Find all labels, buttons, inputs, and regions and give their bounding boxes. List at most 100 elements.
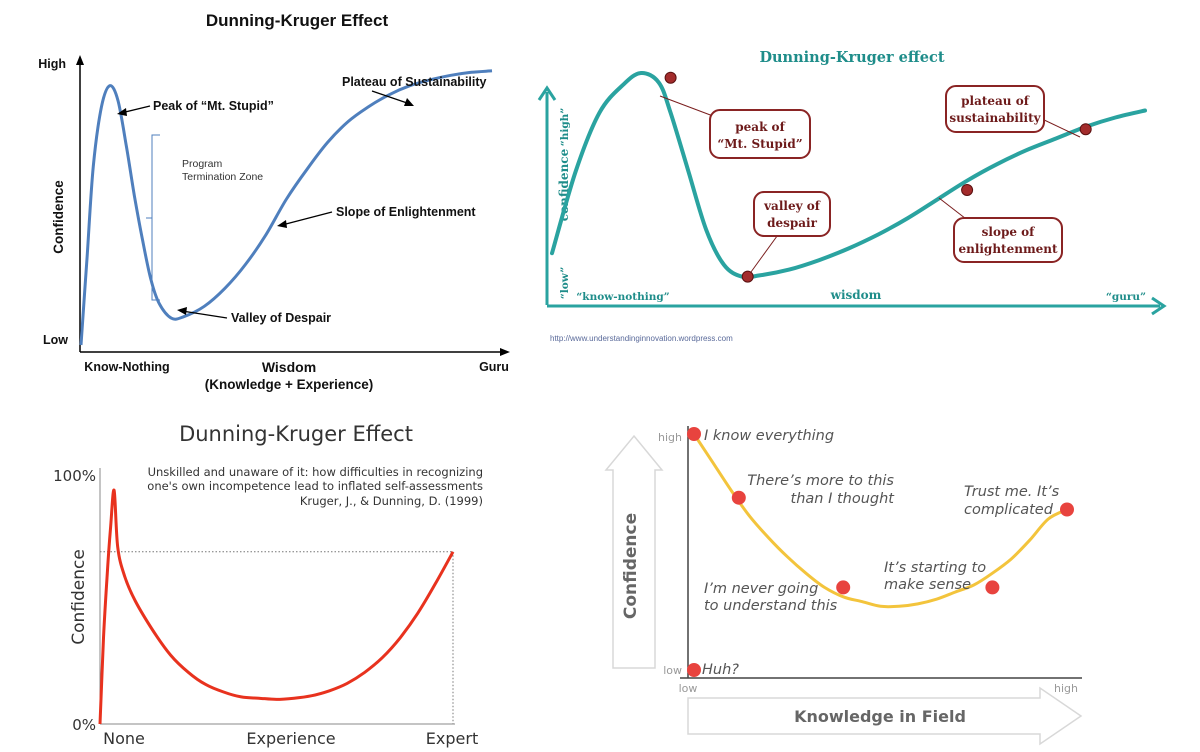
chart-4-label-more-line2: than I thought [791,491,896,507]
chart-2-y-tick-low: “low” [559,267,571,300]
chart-2-label-peak: peak of “Mt. Stupid” [659,95,811,159]
chart-4-label-huh: Huh? [702,662,739,678]
chart-3-subtitle-line2: one's own incompetence lead to inflated … [147,479,483,493]
chart-2-label-peak-line1: peak of [735,120,785,134]
chart-2-label-plateau-line2: sustainability [949,111,1041,125]
chart-1-arrowhead-icon [277,220,287,228]
chart-2-label-slope-box [953,217,1063,263]
chart-4-series-line [692,433,1068,609]
chart-panel-3: Dunning-Kruger Effect Unskilled and unaw… [0,400,600,752]
chart-2-source-link[interactable]: http://www.understandinginnovation.wordp… [550,334,733,343]
chart-1-svg: Dunning-Kruger Effect High Low Know-Noth… [38,11,510,392]
chart-2-label-valley-leader [750,231,781,273]
chart-4-label-trust-line1: Trust me. It’s [964,484,1060,500]
chart-3-y-label: Confidence [69,549,89,645]
chart-2-label-valley-line1: valley of [763,199,821,213]
chart-1-annotation-slope-arrow [281,211,333,226]
chart-1-arrowhead-icon [404,98,414,106]
chart-panel-2: Dunning-Kruger effect “high” confidence … [530,0,1200,400]
chart-2-points [664,71,1092,283]
chart-3-x-tick-none: None [103,729,145,748]
chart-1-annotation-valley-arrow [181,310,228,319]
chart-1-arrowhead-icon [177,307,187,315]
chart-1-annotation-program: Program [182,158,223,170]
chart-3-x-tick-experience: Experience [246,729,335,748]
chart-4-label-trust-line2: complicated [964,502,1054,518]
chart-4-x-tick-high: high [1054,682,1078,695]
chart-2-label-plateau-line1: plateau of [961,94,1030,108]
chart-2-point-2 [961,184,974,196]
chart-4-y-tick-high: high [658,431,682,444]
chart-4-point-3 [836,580,851,595]
chart-4-label-sense-line2: make sense [884,577,971,593]
chart-3-subtitle-line1: Unskilled and unaware of it: how difficu… [148,465,483,479]
chart-2-title: Dunning-Kruger effect [759,49,944,66]
chart-2-label-plateau: plateau of sustainability [945,85,1081,138]
chart-2-x-tick-know-nothing: “know-nothing” [576,291,669,303]
chart-4-point-0 [687,663,701,677]
chart-4-points [687,427,1074,677]
chart-2-y-arrow-icon [537,85,557,101]
chart-2-label-plateau-box [945,85,1045,133]
chart-2-label-valley-box [753,191,831,237]
chart-2-svg: Dunning-Kruger effect “high” confidence … [537,49,1167,343]
chart-2-x-arrow-icon [1151,296,1167,316]
chart-2-x-label: wisdom [830,288,882,302]
chart-2-label-slope-line2: enlightenment [958,242,1058,256]
chart-1-annotation-termination-zone: Termination Zone [182,171,263,183]
chart-3-title: Dunning-Kruger Effect [179,422,413,446]
chart-4-y-big-arrow-icon [604,434,664,669]
chart-3-x-tick-expert: Expert [426,729,478,748]
chart-4-point-5 [1060,502,1074,517]
chart-1-y-label: Confidence [51,180,66,254]
chart-1-x-tick-know-nothing: Know-Nothing [84,360,169,374]
chart-1-series-line [79,69,493,346]
chart-2-y-tick-high: “high” [559,108,571,147]
chart-4-svg: Confidence Knowledge in Field high low l… [604,426,1083,746]
chart-2-series-line [550,70,1147,280]
chart-1-annotation-peak: Peak of “Mt. Stupid” [153,99,274,113]
chart-2-point-0 [664,71,677,84]
chart-1-annotation-plateau: Plateau of Sustainability [342,75,487,89]
chart-1-bracket [146,134,160,301]
chart-1-y-tick-high: High [38,57,66,71]
chart-4-y-tick-low: low [663,664,682,677]
chart-2-label-slope-line1: slope of [982,225,1036,239]
chart-4-label-know-everything: I know everything [704,428,834,444]
chart-2-label-valley: valley of despair [750,191,831,273]
chart-1-x-arrow-icon [500,348,510,356]
chart-4-x-tick-low: low [679,682,698,695]
chart-1-y-arrow-icon [76,55,84,65]
chart-4-y-label: Confidence [621,513,641,619]
chart-3-svg: Dunning-Kruger Effect Unskilled and unaw… [53,422,483,748]
chart-2-label-peak-box [709,109,811,159]
chart-4-label-more-line1: There’s more to this [747,473,894,489]
chart-4-point-4 [985,580,1000,595]
chart-1-y-tick-low: Low [43,333,68,347]
chart-2-x-tick-guru: “guru” [1106,291,1146,303]
chart-2-label-plateau-leader [1039,117,1081,138]
chart-4-label-never-line2: to understand this [704,598,838,614]
chart-4-point-2 [731,490,746,505]
chart-2-label-valley-line2: despair [767,216,818,230]
chart-2-label-peak-line2: “Mt. Stupid” [717,137,802,151]
chart-panel-1: Dunning-Kruger Effect High Low Know-Noth… [0,0,530,400]
chart-1-x-label: Wisdom [262,359,316,375]
chart-1-arrowhead-icon [117,108,127,116]
chart-2-label-slope: slope of enlightenment [938,197,1063,263]
chart-4-label-sense-line1: It’s starting to [884,560,986,576]
chart-3-series-line [98,488,455,725]
chart-4-point-1 [687,427,701,441]
chart-2-label-peak-leader [659,95,714,117]
chart-3-y-tick-0: 0% [72,716,96,734]
chart-1-title: Dunning-Kruger Effect [206,11,389,30]
chart-3-y-tick-100: 100% [53,467,96,485]
chart-3-subtitle-line3: Kruger, J., & Dunning, D. (1999) [300,494,483,508]
chart-2-point-3 [1079,123,1092,136]
chart-4-label-never-line1: I’m never going [704,581,818,597]
chart-1-x-tick-guru: Guru [479,360,509,374]
chart-1-annotation-slope: Slope of Enlightenment [336,205,476,219]
chart-4-x-big-arrow-icon [687,686,1083,746]
chart-panel-4: Confidence Knowledge in Field high low l… [600,400,1200,752]
chart-1-annotation-valley: Valley of Despair [231,311,331,325]
